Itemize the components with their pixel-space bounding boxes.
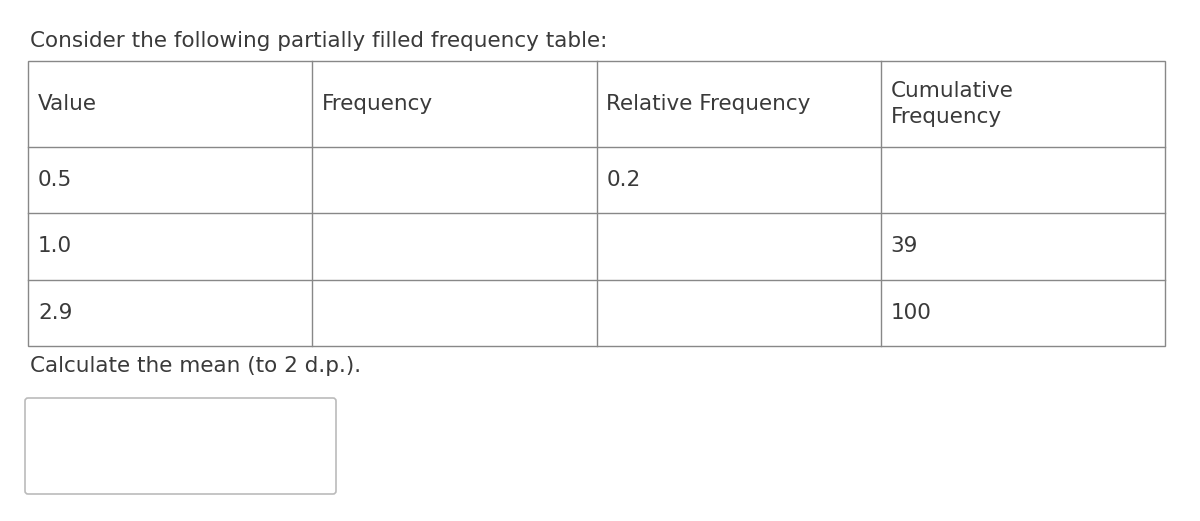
- Text: 0.5: 0.5: [38, 170, 72, 190]
- Text: Relative Frequency: Relative Frequency: [606, 94, 811, 114]
- Text: Value: Value: [38, 94, 97, 114]
- Text: 39: 39: [890, 236, 918, 256]
- Text: Frequency: Frequency: [323, 94, 433, 114]
- Bar: [28, 61, 1165, 346]
- Text: 0.2: 0.2: [606, 170, 641, 190]
- Text: Cumulative
Frequency: Cumulative Frequency: [890, 81, 1014, 127]
- Text: 2.9: 2.9: [38, 303, 72, 322]
- Text: Calculate the mean (to 2 d.p.).: Calculate the mean (to 2 d.p.).: [30, 356, 361, 376]
- Text: 1.0: 1.0: [38, 236, 72, 256]
- Text: 100: 100: [890, 303, 931, 322]
- Text: Consider the following partially filled frequency table:: Consider the following partially filled …: [30, 31, 607, 51]
